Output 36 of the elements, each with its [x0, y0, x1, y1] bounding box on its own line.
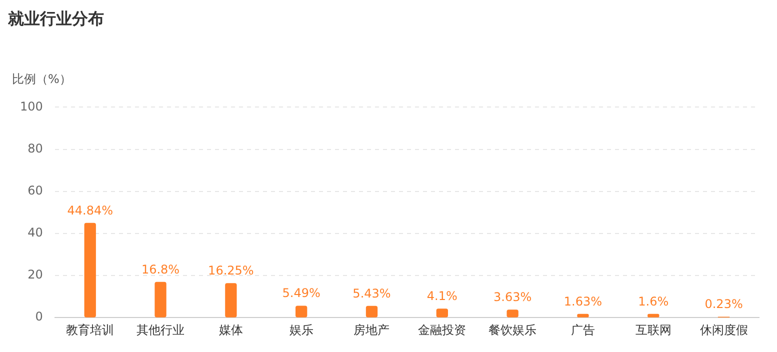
data-label: 1.6% [638, 294, 669, 308]
y-tick-label: 20 [28, 268, 43, 282]
x-tick-label: 金融投资 [418, 322, 466, 337]
y-tick-label: 0 [35, 310, 43, 324]
x-tick-label: 房地产 [354, 322, 390, 337]
data-label: 5.49% [282, 286, 320, 300]
x-tick-label: 教育培训 [66, 322, 114, 337]
y-tick-label: 80 [28, 141, 43, 156]
bar [648, 314, 660, 318]
data-label: 3.63% [494, 290, 532, 304]
bar [436, 308, 448, 318]
x-tick-label: 其他行业 [136, 322, 185, 337]
data-label: 1.63% [564, 294, 602, 308]
bar [154, 282, 166, 318]
x-tick-label: 广告 [570, 322, 595, 337]
y-tick-label: 40 [28, 226, 43, 240]
y-tick-label: 100 [20, 99, 43, 114]
y-axis-title: 比例（%） [12, 72, 72, 86]
x-tick-label: 娱乐 [289, 322, 314, 337]
bar [296, 306, 308, 318]
x-tick-label: 互联网 [635, 322, 672, 337]
x-tick-label: 休闲度假 [700, 322, 748, 337]
chart-title: 就业行业分布 [7, 8, 104, 28]
y-tick-label: 60 [28, 183, 43, 198]
bar [366, 306, 378, 318]
bar [506, 310, 518, 318]
data-label: 0.23% [704, 297, 743, 312]
bar [225, 283, 237, 318]
data-label: 4.1% [426, 289, 458, 304]
data-label: 16.8% [141, 262, 180, 276]
data-label: 44.84% [67, 203, 113, 218]
data-label: 5.43% [352, 286, 391, 300]
x-tick-label: 餐饮娱乐 [488, 322, 537, 337]
data-label: 16.25% [208, 264, 254, 278]
x-tick-label: 媒体 [218, 322, 243, 337]
bar [84, 222, 96, 318]
